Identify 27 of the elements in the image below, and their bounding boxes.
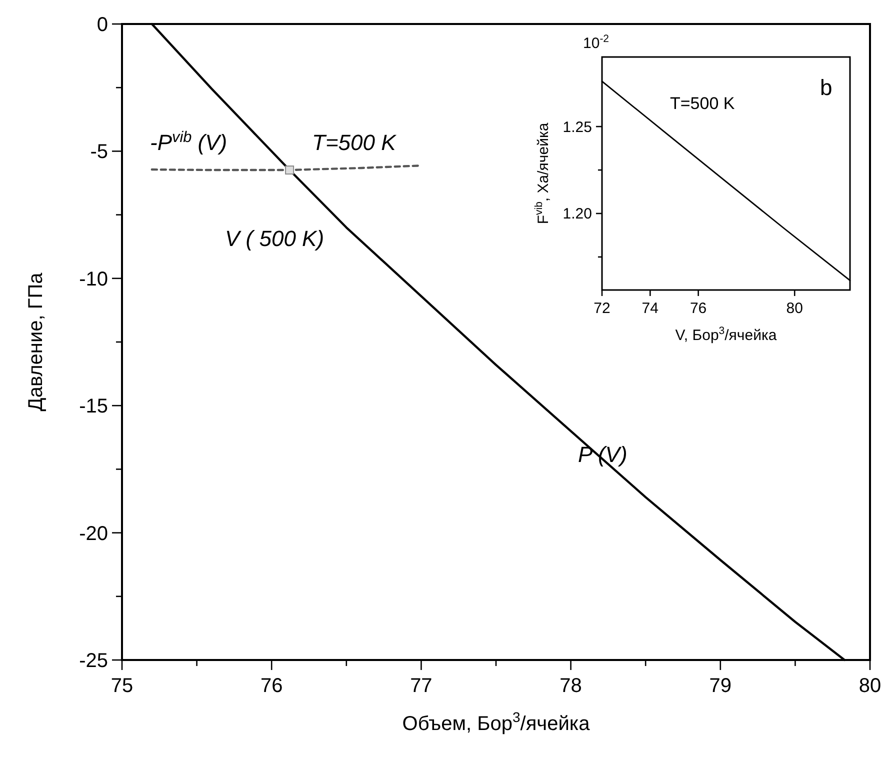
- y-tick-label: -5: [90, 141, 108, 164]
- x-axis-title: V, Бор$^{3}$/ячейка: [675, 325, 778, 344]
- x-tick-label: 75: [110, 675, 134, 697]
- x-tick-label: 78: [560, 675, 582, 697]
- y-tick-label: -20: [79, 522, 108, 545]
- y-tick-label: 1.25: [562, 118, 592, 136]
- x-tick-label: 76: [260, 675, 283, 697]
- annotation: b: [820, 75, 832, 100]
- x-tick-label: 72: [594, 300, 610, 317]
- y-tick-label: 0: [96, 14, 108, 36]
- annotation: -P$^{vib}$ (V): [150, 128, 228, 155]
- y-axis-title: Давление, ГПа: [25, 272, 47, 412]
- x-tick-label: 79: [709, 675, 732, 697]
- x-tick-label: 77: [410, 675, 432, 697]
- y-tick-label: -25: [79, 650, 108, 672]
- annotation: V ( 500 K): [225, 226, 324, 251]
- x-tick-label: 80: [786, 300, 803, 317]
- annotation: T=500 K: [312, 130, 398, 155]
- x-tick-label: 76: [690, 300, 707, 317]
- y-tick-label: 1.20: [562, 206, 592, 223]
- y-tick-label: -10: [79, 268, 108, 290]
- annotation: T=500 K: [670, 94, 736, 113]
- x-tick-label: 74: [642, 300, 658, 317]
- y-tick-label: -15: [79, 396, 108, 418]
- x-axis-title: Объем, Бор$^{3}$/ячейка: [402, 709, 591, 735]
- x-tick-label: 80: [858, 675, 882, 697]
- annotation: 10$^{-2}$: [583, 33, 610, 52]
